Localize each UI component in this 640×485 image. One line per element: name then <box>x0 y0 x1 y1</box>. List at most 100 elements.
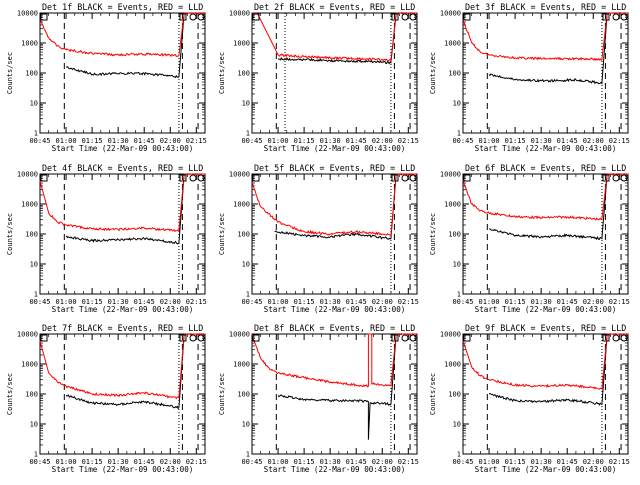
x-tick-label: 01:30 <box>531 458 552 466</box>
y-tick-label: 1 <box>246 451 250 459</box>
y-tick-label: 1000 <box>233 361 250 369</box>
y-tick-label: 1 <box>457 130 461 138</box>
x-tick-label: 00:45 <box>29 458 50 466</box>
chart-panel-4: Det 4f BLACK = Events, RED = LLD 1 10 100 10… <box>6 163 207 314</box>
x-axis-label: Start Time (22-Mar-09 00:43:00) <box>264 305 406 314</box>
x-tick-label: 02:15 <box>609 298 630 306</box>
chart-panel-1: Det 1f BLACK = Events, RED = LLD 1 10 100 10… <box>6 2 207 153</box>
y-tick-label: 10000 <box>440 10 461 18</box>
series-line-events <box>66 12 185 79</box>
x-tick-label: 02:00 <box>372 137 393 145</box>
x-tick-label: 01:15 <box>505 298 526 306</box>
marker-box <box>602 334 610 342</box>
y-axis-label: Counts/sec <box>6 52 14 94</box>
chart-title: Det 5f BLACK = Events, RED = LLD <box>254 163 415 173</box>
x-axis-label: Start Time (22-Mar-09 00:43:00) <box>264 144 406 153</box>
x-tick-label: 02:15 <box>609 137 630 145</box>
series-line-lld <box>462 12 628 62</box>
y-tick-label: 100 <box>448 231 461 239</box>
y-axis-label: Counts/sec <box>218 213 226 255</box>
x-tick-label: 01:00 <box>479 137 500 145</box>
marker-box <box>391 13 399 21</box>
marker-box <box>602 13 610 21</box>
y-tick-label: 1000 <box>21 201 38 209</box>
series-line-events <box>274 173 397 240</box>
y-tick-label: 100 <box>237 231 250 239</box>
series-line-lld <box>39 12 206 58</box>
y-tick-label: 100 <box>25 70 38 78</box>
marker-circle <box>612 13 620 21</box>
x-tick-label: 00:45 <box>241 458 262 466</box>
x-tick-label: 01:30 <box>320 298 341 306</box>
y-tick-label: 1000 <box>233 40 250 48</box>
series-line-events <box>488 12 608 85</box>
chart-title: Det 1f BLACK = Events, RED = LLD <box>42 2 203 12</box>
x-tick-label: 01:45 <box>134 298 155 306</box>
chart-panel-6: Det 6f BLACK = Events, RED = LLD 1 10 100 10… <box>429 163 630 314</box>
marker-circle <box>620 13 628 21</box>
chart-title: Det 6f BLACK = Events, RED = LLD <box>465 163 626 173</box>
x-tick-label: 01:15 <box>294 298 315 306</box>
y-tick-label: 10 <box>30 261 38 269</box>
marker-box <box>252 174 260 182</box>
y-tick-label: 10 <box>453 421 461 429</box>
x-tick-label: 00:45 <box>241 137 262 145</box>
marker-box <box>463 334 471 342</box>
x-tick-label: 01:00 <box>268 458 289 466</box>
x-tick-label: 02:15 <box>186 137 207 145</box>
marker-box <box>602 174 610 182</box>
series-line-lld <box>251 173 418 237</box>
y-tick-label: 10000 <box>229 10 250 18</box>
x-tick-label: 02:15 <box>398 137 419 145</box>
x-axis-label: Start Time (22-Mar-09 00:43:00) <box>475 144 617 153</box>
x-tick-label: 01:30 <box>320 137 341 145</box>
x-tick-label: 00:45 <box>452 137 473 145</box>
chart-panel-9: Det 9f BLACK = Events, RED = LLD 1 10 100 10… <box>429 323 630 474</box>
marker-box <box>391 174 399 182</box>
x-tick-label: 01:45 <box>346 458 367 466</box>
marker-box <box>40 334 48 342</box>
x-axis-label: Start Time (22-Mar-09 00:43:00) <box>52 305 194 314</box>
marker-circle <box>197 13 205 21</box>
series-line-events <box>488 333 608 406</box>
x-tick-label: 02:15 <box>186 458 207 466</box>
marker-box <box>179 174 187 182</box>
y-tick-label: 10 <box>30 100 38 108</box>
y-tick-label: 10 <box>30 421 38 429</box>
marker-circle <box>401 174 409 182</box>
x-tick-label: 01:15 <box>505 137 526 145</box>
x-tick-label: 01:30 <box>108 137 129 145</box>
chart-panel-5: Det 5f BLACK = Events, RED = LLD 1 10 100 10… <box>218 163 419 314</box>
x-tick-label: 01:45 <box>557 458 578 466</box>
x-tick-label: 01:45 <box>346 298 367 306</box>
series-line-lld <box>251 332 418 388</box>
y-tick-label: 1000 <box>444 201 461 209</box>
marker-circle <box>401 13 409 21</box>
y-axis-label: Counts/sec <box>6 213 14 255</box>
marker-box <box>391 334 399 342</box>
x-tick-label: 00:45 <box>29 298 50 306</box>
series-line-lld <box>252 12 418 63</box>
y-axis-label: Counts/sec <box>429 373 437 415</box>
y-tick-label: 1000 <box>21 361 38 369</box>
y-axis-label: Counts/sec <box>6 373 14 415</box>
y-tick-label: 1000 <box>233 201 250 209</box>
marker-circle <box>409 174 417 182</box>
marker-circle <box>409 13 417 21</box>
y-tick-label: 1 <box>246 291 250 299</box>
series-line-lld <box>39 173 205 233</box>
chart-title: Det 8f BLACK = Events, RED = LLD <box>254 323 415 333</box>
y-axis-label: Counts/sec <box>218 373 226 415</box>
chart-panel-2: Det 2f BLACK = Events, RED = LLD 1 10 100 10… <box>218 2 419 153</box>
marker-circle <box>197 334 205 342</box>
x-axis-label: Start Time (22-Mar-09 00:43:00) <box>264 465 406 474</box>
chart-title: Det 3f BLACK = Events, RED = LLD <box>465 2 626 12</box>
chart-title: Det 4f BLACK = Events, RED = LLD <box>42 163 203 173</box>
x-tick-label: 02:00 <box>583 458 604 466</box>
x-tick-label: 01:00 <box>479 458 500 466</box>
y-tick-label: 10000 <box>17 10 38 18</box>
series-line-lld <box>462 333 629 390</box>
x-tick-label: 02:00 <box>160 137 181 145</box>
y-tick-label: 1 <box>246 130 250 138</box>
